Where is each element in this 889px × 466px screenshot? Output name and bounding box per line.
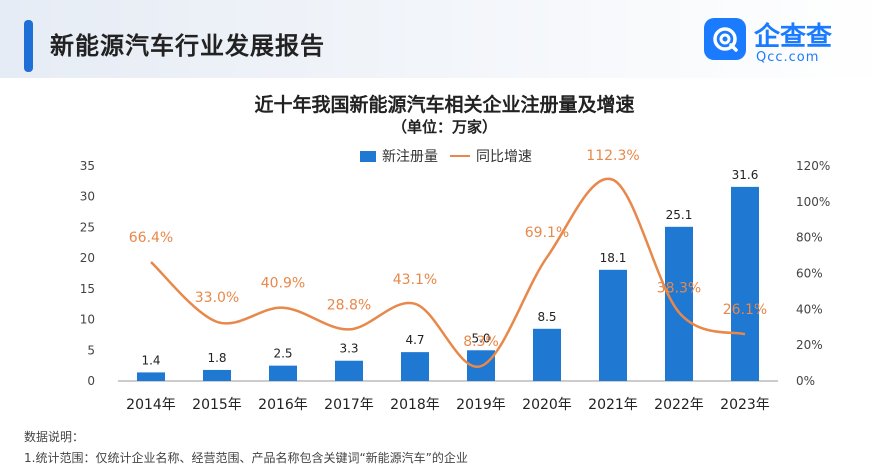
- chart-legend: 新注册量 同比增速: [360, 146, 532, 166]
- x-tick-label: 2017年: [324, 397, 374, 413]
- bar: [269, 365, 297, 381]
- y-left-tick-label: 35: [80, 159, 95, 173]
- bar: [137, 372, 165, 381]
- bar: [203, 369, 231, 381]
- logo-url: Qcc.com: [756, 50, 820, 65]
- legend-bar-swatch: [360, 150, 376, 162]
- y-left-tick-label: 25: [80, 220, 95, 234]
- bar-value-label: 5.0: [471, 331, 490, 345]
- logo-name: 企查查: [754, 22, 833, 52]
- y-right-tick-label: 20%: [796, 338, 823, 352]
- x-tick-label: 2014年: [126, 397, 176, 413]
- line-value-label: 66.4%: [129, 230, 173, 246]
- chart-title: 近十年我国新能源汽车相关企业注册量及增速: [254, 94, 635, 116]
- y-left-tick-label: 5: [87, 343, 95, 357]
- line-value-label: 43.1%: [393, 272, 437, 288]
- x-tick-label: 2018年: [390, 397, 440, 413]
- x-tick-label: 2019年: [456, 397, 506, 413]
- bar: [533, 328, 561, 381]
- y-right-tick-label: 0%: [796, 374, 815, 388]
- bar-value-label: 25.1: [666, 208, 693, 222]
- y-left-tick-label: 20: [80, 251, 95, 265]
- line-value-label: 26.1%: [723, 302, 767, 318]
- bar-value-label: 3.3: [339, 342, 358, 356]
- bar: [335, 360, 363, 381]
- bar: [401, 352, 429, 381]
- bar-value-label: 31.6: [732, 168, 759, 182]
- bar: [599, 269, 627, 381]
- bar: [731, 186, 759, 381]
- line-value-label: 112.3%: [586, 148, 639, 164]
- bar-value-label: 8.5: [537, 310, 556, 324]
- line-value-label: 28.8%: [327, 297, 371, 313]
- qcc-logo-icon: [704, 18, 746, 60]
- y-left-tick-label: 15: [80, 282, 95, 296]
- x-tick-label: 2021年: [588, 397, 638, 413]
- y-left-tick-label: 30: [80, 190, 95, 204]
- y-left-tick-label: 10: [80, 313, 95, 327]
- legend-line-swatch: [450, 155, 470, 157]
- x-tick-label: 2016年: [258, 397, 308, 413]
- notes-line-1: 1.统计范围：仅统计企业名称、经营范围、产品名称包含关键词“新能源汽车”的企业: [24, 451, 468, 465]
- bar-value-label: 1.8: [207, 351, 226, 365]
- bar-value-label: 18.1: [600, 251, 627, 265]
- x-tick-label: 2015年: [192, 397, 242, 413]
- y-left-tick-label: 0: [87, 374, 95, 388]
- line-value-label: 38.3%: [657, 280, 701, 296]
- y-right-tick-label: 120%: [796, 159, 830, 173]
- y-right-tick-label: 100%: [796, 195, 830, 209]
- line-value-label: 40.9%: [261, 276, 305, 292]
- title-accent-bar: [24, 20, 33, 72]
- bar-value-label: 2.5: [273, 347, 292, 361]
- x-tick-label: 2023年: [720, 397, 770, 413]
- y-right-tick-label: 60%: [796, 267, 823, 281]
- bar-value-label: 4.7: [405, 333, 424, 347]
- y-right-tick-label: 80%: [796, 231, 823, 245]
- line-value-label: 8.3%: [463, 334, 499, 350]
- line-value-label: 33.0%: [195, 290, 239, 306]
- bar: [665, 226, 693, 381]
- line-value-label: 69.1%: [525, 225, 569, 241]
- notes-title: 数据说明：: [24, 430, 85, 444]
- bar-value-label: 1.4: [141, 353, 160, 367]
- legend-line-label: 同比增速: [476, 149, 532, 165]
- x-tick-label: 2020年: [522, 397, 572, 413]
- legend-bar-label: 新注册量: [382, 149, 438, 165]
- y-right-tick-label: 40%: [796, 302, 823, 316]
- x-tick-label: 2022年: [654, 397, 704, 413]
- growth-line: [150, 177, 746, 368]
- chart-subtitle: （单位：万家）: [391, 118, 497, 136]
- report-title: 新能源汽车行业发展报告: [50, 32, 325, 60]
